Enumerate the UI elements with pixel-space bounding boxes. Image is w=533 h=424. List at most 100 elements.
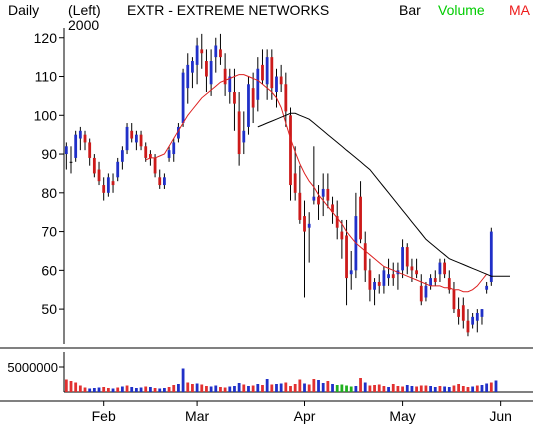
candle-body <box>405 247 409 267</box>
candle-body <box>326 188 330 201</box>
volume-bar <box>382 386 386 392</box>
volume-bar <box>242 384 246 392</box>
volume-bar <box>88 388 92 392</box>
volume-bar <box>485 383 489 392</box>
volume-bar <box>391 384 395 392</box>
volume-bar <box>144 386 148 392</box>
candle-body <box>88 142 92 158</box>
candle-body <box>242 130 246 143</box>
candle-body <box>382 270 386 286</box>
volume-bar <box>457 384 461 392</box>
volume-bar <box>303 383 306 392</box>
volume-bar <box>419 385 423 392</box>
volume-bar <box>261 385 264 392</box>
candle-body <box>191 61 194 73</box>
volume-bar <box>69 381 73 392</box>
candle-body <box>265 57 269 85</box>
candle-body <box>139 134 143 147</box>
volume-bar <box>200 384 204 392</box>
candle-body <box>443 262 447 275</box>
candle-body <box>424 285 428 298</box>
volume-bar <box>275 384 278 392</box>
candle-body <box>368 270 372 290</box>
candle-body <box>251 88 255 108</box>
volume-bar <box>195 383 199 392</box>
volume-bar <box>452 385 456 392</box>
price-tick-label: 70 <box>41 224 57 240</box>
price-tick-label: 50 <box>41 301 57 317</box>
volume-bars <box>64 368 498 392</box>
moving-averages <box>145 74 510 293</box>
candle-body <box>106 177 110 193</box>
volume-bar <box>298 379 302 392</box>
price-tick-label: 100 <box>34 107 58 123</box>
ma-short-line <box>145 74 487 293</box>
volume-bar <box>289 386 292 392</box>
volume-bar <box>466 387 470 392</box>
candle-body <box>69 161 73 163</box>
volume-bar <box>111 388 115 392</box>
price-tick-label: 110 <box>35 69 58 85</box>
price-tick-label: 80 <box>41 185 57 201</box>
date-tick-label: Feb <box>92 408 116 424</box>
volume-bar <box>78 385 82 392</box>
candle-body <box>78 130 82 139</box>
volume-bar <box>139 387 143 392</box>
volume-bar <box>326 381 330 392</box>
candle-body <box>438 262 442 275</box>
volume-bar <box>410 386 414 392</box>
candle-body <box>120 150 124 162</box>
volume-bar <box>125 385 129 392</box>
volume-bar <box>228 386 232 392</box>
candle-body <box>312 196 316 201</box>
volume-bar <box>148 387 152 392</box>
candle-body <box>125 126 129 151</box>
candle-body <box>298 192 302 220</box>
volume-bar <box>321 383 325 392</box>
period-label: Daily <box>8 2 40 18</box>
volume-bar <box>424 385 428 392</box>
candle-body <box>471 316 475 325</box>
volume-bar <box>191 384 194 392</box>
volume-bar <box>237 383 241 392</box>
volume-bar <box>158 388 162 392</box>
volume-bar <box>340 384 344 392</box>
candle-body <box>489 231 493 282</box>
legend-bar: Bar <box>399 2 421 18</box>
volume-bar <box>284 382 288 392</box>
candle-body <box>177 126 180 139</box>
candle-body <box>345 235 348 279</box>
candle-body <box>415 270 418 275</box>
volume-bar <box>177 384 180 392</box>
volume-bar <box>494 380 498 392</box>
candle-body <box>219 49 222 58</box>
candle-body <box>92 157 96 174</box>
candle-body <box>391 274 395 279</box>
volume-tick-label: 5000000 <box>7 360 58 375</box>
volume-bar <box>433 387 437 392</box>
candle-body <box>261 64 264 81</box>
volume-bar <box>172 385 176 392</box>
volume-bar <box>368 385 372 392</box>
volume-bar <box>312 379 316 392</box>
candle-body <box>377 281 381 286</box>
candle-body <box>429 278 433 286</box>
candle-body <box>256 68 260 100</box>
volume-bar <box>247 386 250 392</box>
symbol-title: EXTR - EXTREME NETWORKS <box>127 2 330 18</box>
volume-bar <box>480 385 484 392</box>
volume-bar <box>223 387 227 392</box>
candle-body <box>475 312 479 321</box>
volume-bar <box>265 379 269 392</box>
candle-body <box>148 154 152 158</box>
candle-body <box>223 68 227 85</box>
candle-body <box>167 150 171 158</box>
price-tick-label: 120 <box>34 30 58 46</box>
price-bars <box>64 33 493 337</box>
volume-bar <box>106 388 110 392</box>
candle-body <box>331 204 334 213</box>
volume-bar <box>401 386 404 392</box>
candle-body <box>293 173 297 193</box>
candle-body <box>303 216 306 232</box>
